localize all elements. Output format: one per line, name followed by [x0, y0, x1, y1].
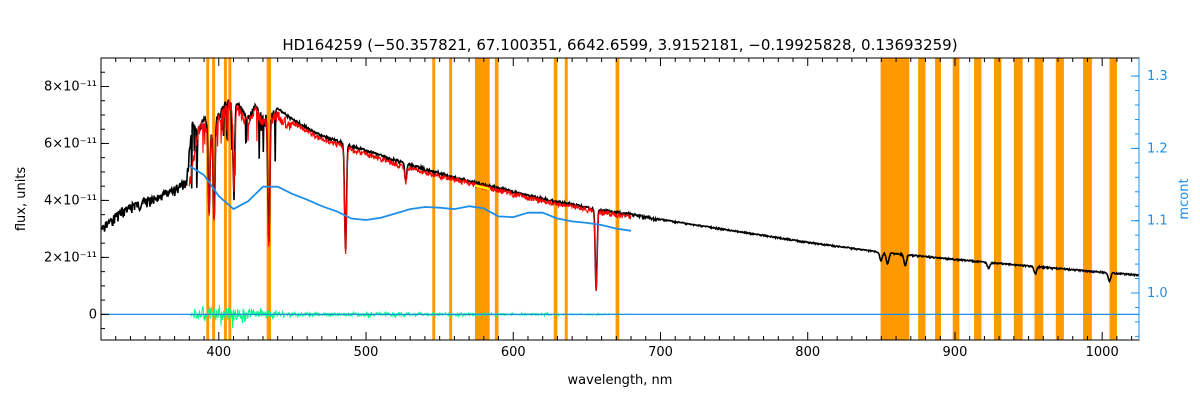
mask-region — [223, 58, 227, 340]
x-axis-title: wavelength, nm — [568, 373, 673, 388]
y-tick-label: 2×10⁻¹¹ — [44, 250, 97, 265]
y2-tick-label: 1.2 — [1147, 141, 1168, 156]
x-tick-label: 400 — [206, 345, 231, 360]
y2-axis-title: mcont — [1177, 178, 1192, 219]
y-tick-label: 4×10⁻¹¹ — [44, 193, 97, 208]
continuum-line — [188, 164, 632, 232]
x-tick-label: 800 — [795, 345, 820, 360]
mask-region — [266, 58, 272, 340]
mask-region — [974, 58, 982, 340]
mask-region — [1013, 58, 1023, 340]
model-spectrum-line — [188, 100, 632, 291]
mask-region — [880, 58, 910, 340]
y2-tick-label: 1.0 — [1147, 286, 1168, 301]
mask-region — [935, 58, 941, 340]
x-tick-label: 1000 — [1086, 345, 1119, 360]
mask-region — [615, 58, 620, 340]
axis-layer: 400 500 600 700 800 900 1000 0 2×10⁻¹¹ 4×10⁻¹¹ 6×1… — [44, 57, 1168, 360]
model-highlight-segment — [474, 184, 490, 191]
mask-region-layer — [206, 58, 1117, 340]
plot-frame — [100, 57, 1140, 341]
series-layer — [101, 99, 1139, 329]
mask-region — [1083, 58, 1092, 340]
y2-tick-label: 1.3 — [1147, 69, 1168, 84]
mask-region — [993, 58, 1002, 340]
mask-region — [494, 58, 499, 340]
y-tick-label: 6×10⁻¹¹ — [44, 136, 97, 151]
mask-region — [564, 58, 568, 340]
y-tick-label: 8×10⁻¹¹ — [44, 79, 97, 94]
mask-region — [1055, 58, 1064, 340]
mask-region — [1109, 58, 1117, 340]
y-axis-title: flux, units — [14, 167, 29, 232]
mask-region — [952, 58, 960, 340]
x-tick-label: 500 — [354, 345, 379, 360]
mask-region — [918, 58, 926, 340]
x-tick-label: 600 — [501, 345, 526, 360]
y2-tick-label: 1.1 — [1147, 214, 1168, 229]
mask-region — [449, 58, 453, 340]
mask-region — [553, 58, 558, 340]
chart-title: HD164259 (−50.357821, 67.100351, 6642.65… — [282, 36, 957, 54]
mask-region — [206, 58, 210, 340]
x-tick-label: 700 — [648, 345, 673, 360]
residual-line — [189, 304, 631, 329]
y-tick-label: 0 — [89, 307, 97, 322]
mask-region — [1034, 58, 1044, 340]
x-tick-label: 900 — [943, 345, 968, 360]
mask-region — [228, 58, 232, 340]
mask-region — [474, 58, 490, 340]
mask-region — [432, 58, 436, 340]
